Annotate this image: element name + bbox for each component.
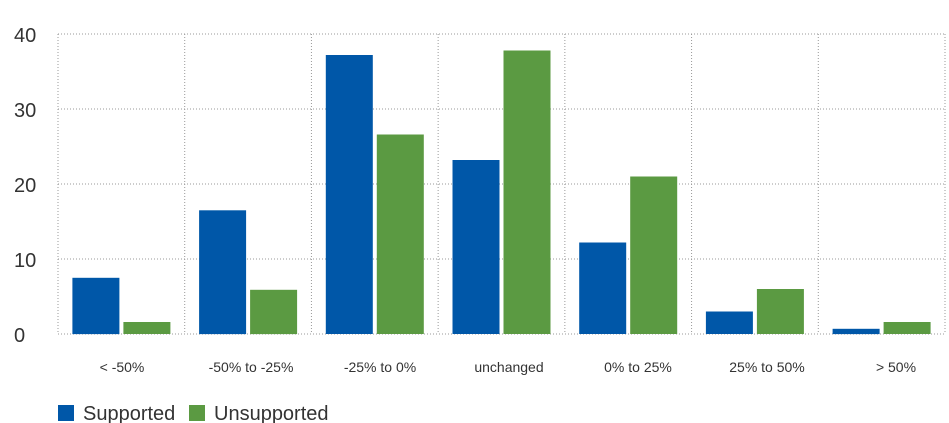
legend-label-supported: Supported [83, 403, 175, 423]
legend: Supported Unsupported [58, 403, 329, 423]
legend-label-unsupported: Unsupported [214, 403, 329, 423]
legend-swatch-unsupported [189, 405, 205, 421]
bar-unsupported-2 [376, 134, 424, 334]
bar-unsupported-0 [123, 322, 171, 334]
bar-supported-5 [705, 311, 753, 334]
bar-supported-4 [579, 242, 627, 334]
y-tick-label: 20 [14, 175, 36, 197]
y-tick-label: 10 [14, 250, 36, 272]
bar-supported-0 [72, 277, 120, 335]
bar-supported-2 [325, 55, 373, 334]
legend-item-unsupported: Unsupported [189, 403, 329, 423]
bar-unsupported-5 [756, 289, 804, 334]
y-tick-label: 40 [14, 25, 36, 47]
x-tick-label: -25% to 0% [344, 359, 416, 375]
x-tick-label: 25% to 50% [729, 359, 805, 375]
bar-supported-3 [452, 160, 500, 334]
legend-item-supported: Supported [58, 403, 175, 423]
x-tick-label: unchanged [474, 359, 543, 375]
x-tick-label: 0% to 25% [604, 359, 672, 375]
bar-unsupported-3 [503, 50, 551, 334]
bar-supported-6 [832, 328, 880, 335]
x-tick-label: > 50% [876, 359, 916, 375]
gridlines [57, 33, 946, 335]
legend-swatch-supported [58, 405, 74, 421]
x-tick-label: < -50% [100, 359, 145, 375]
y-axis-ticks: 0 10 20 30 40 [14, 25, 36, 347]
bar-supported-1 [199, 210, 247, 335]
x-axis-ticks: < -50% -50% to -25% -25% to 0% unchanged… [100, 359, 916, 375]
bars [72, 50, 931, 335]
bar-unsupported-4 [630, 176, 678, 334]
y-tick-label: 0 [14, 325, 25, 347]
bar-unsupported-6 [883, 322, 931, 334]
x-tick-label: -50% to -25% [209, 359, 294, 375]
y-tick-label: 30 [14, 100, 36, 122]
bar-unsupported-1 [250, 289, 298, 335]
